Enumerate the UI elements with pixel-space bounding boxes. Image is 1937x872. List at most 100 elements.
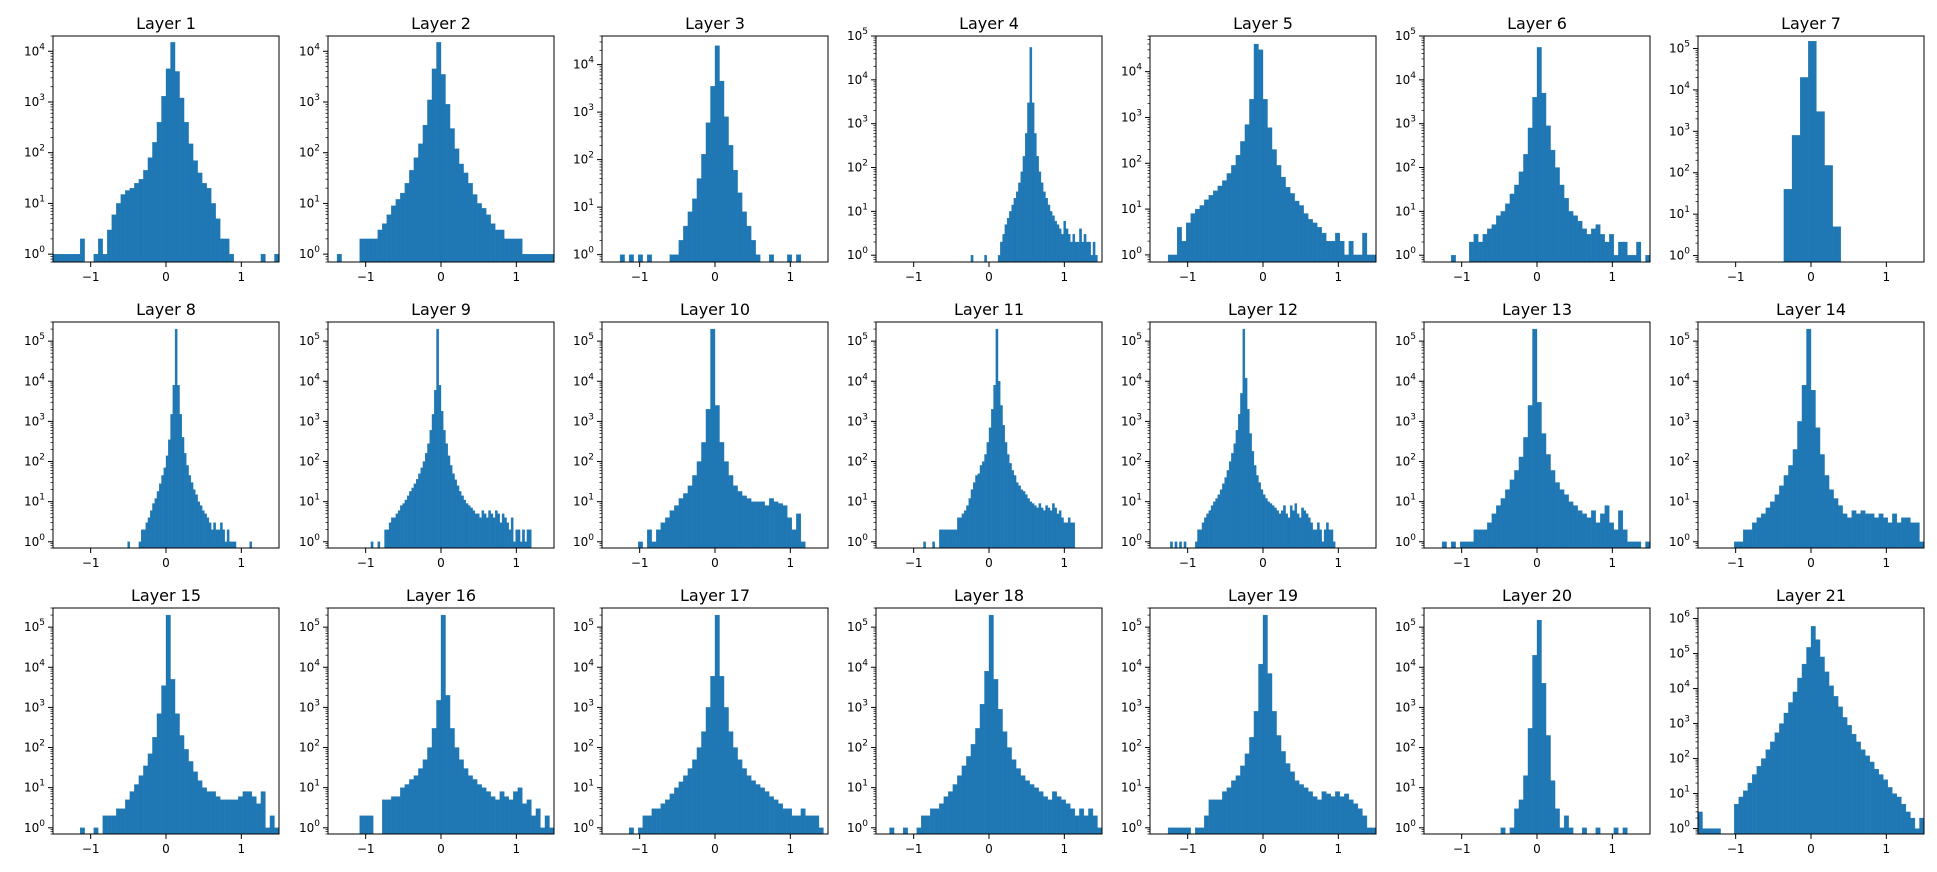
histogram-bar [791,815,797,834]
histogram-bar [1554,482,1560,548]
histogram-bar [186,465,189,548]
histogram-bar [1527,127,1533,262]
histogram-bar [1563,815,1569,834]
histogram-bar [1083,815,1089,834]
histogram-bar [1317,227,1322,262]
y-tick-label: 101 [1395,202,1416,218]
histogram-bar [1788,465,1794,548]
histogram-bar [174,713,180,834]
histogram-bar [1056,796,1062,834]
histogram-bar [202,510,205,548]
histogram-bar [984,454,987,548]
histogram-bar [1038,503,1042,548]
histogram-bar [492,517,496,548]
histogram-bar [988,427,992,548]
subplot-title: Layer 2 [411,14,471,33]
histogram-bar [991,409,994,548]
subplot-layer-2: Layer 2 −1 0 1 100 101 102 103 104 [299,14,555,284]
y-tick-label: 105 [847,618,868,634]
histogram-bar [1869,761,1875,834]
histogram-bar [787,808,792,834]
histogram-bar [1339,240,1345,262]
histogram-bar [422,461,426,548]
histogram-bar [1176,827,1182,834]
histogram-bar [1083,234,1087,262]
histogram-bar [1063,220,1066,262]
histogram-bar [517,787,523,834]
x-tick-label: 0 [1533,556,1541,570]
histogram-bar [418,768,424,834]
histogram-bar [156,713,162,834]
x-tick-label: 0 [711,556,719,570]
y-tick-label: 102 [1669,164,1690,180]
histogram-bar [202,183,207,262]
histogram-bar [495,799,500,834]
histogram-bar [1321,541,1325,548]
histogram-bar [647,815,652,834]
histogram-bar [215,796,221,834]
histogram-bar [710,676,716,834]
histogram-bar [1303,213,1309,262]
histogram-bar [1018,182,1021,262]
histogram-bar [1231,453,1234,548]
y-tick-label: 102 [847,453,868,469]
histogram-bar [217,529,221,548]
histogram-bar [746,775,752,834]
y-tick-label: 104 [1121,372,1142,388]
histogram-bar [1176,227,1182,262]
histogram-bar [418,473,421,548]
histogram-bar [1312,529,1316,548]
histogram-bar [660,803,666,834]
histogram-bar [939,529,942,548]
histogram-bar [168,439,171,548]
histogram-bar [1743,790,1748,834]
histogram-bar [939,803,944,834]
histogram-bar [377,541,381,548]
histogram-bar [1040,507,1044,548]
histogram-bar [528,529,532,548]
histogram-bar [499,791,505,834]
histogram-bar [1627,541,1633,548]
histogram-bar [1752,774,1757,834]
histogram-bar [791,529,797,548]
subplot-layer-8: Layer 8 −1 0 1 100 101 102 103 104 105 [24,300,280,570]
bars-layer-16 [359,614,554,834]
histogram-bar [183,453,187,548]
subplot-title: Layer 9 [411,300,471,319]
histogram-bar [1469,241,1474,262]
histogram-bar [140,529,144,548]
histogram-bar [1065,228,1069,262]
histogram-bar [1595,224,1601,262]
histogram-bar [404,784,410,834]
histogram-bar [961,765,967,834]
histogram-bar [1856,513,1861,548]
histogram-bar [183,749,189,834]
histogram-bar [764,791,770,834]
subplot-title: Layer 3 [685,14,745,33]
subplot-title: Layer 8 [136,300,196,319]
bars-layer-3 [619,45,802,262]
histogram-bar [1095,255,1098,262]
y-tick-label: 103 [299,698,320,714]
histogram-bar [211,529,214,548]
histogram-bar [1317,799,1322,834]
y-tick-label: 105 [847,27,868,43]
histogram-bar [395,796,401,834]
histogram-bar [1523,437,1529,548]
histogram-bar [1496,215,1501,262]
histogram-bar [760,501,765,548]
histogram-bar [129,188,135,262]
x-tick-label: −1 [357,270,375,284]
histogram-bar [642,815,648,834]
histogram-bar [778,503,783,548]
histogram-bar [1222,483,1225,548]
histogram-bar [522,529,525,548]
histogram-bar [1613,827,1619,834]
y-tick-label: 105 [1395,27,1416,43]
histogram-bar [120,808,126,834]
subplot-layer-16: Layer 16 −1 0 1 100 101 102 103 104 105 [299,586,555,856]
histogram-bar [1770,501,1775,548]
histogram-bar [461,495,464,548]
y-tick-label: 100 [1395,246,1416,262]
histogram-bar [143,765,149,834]
